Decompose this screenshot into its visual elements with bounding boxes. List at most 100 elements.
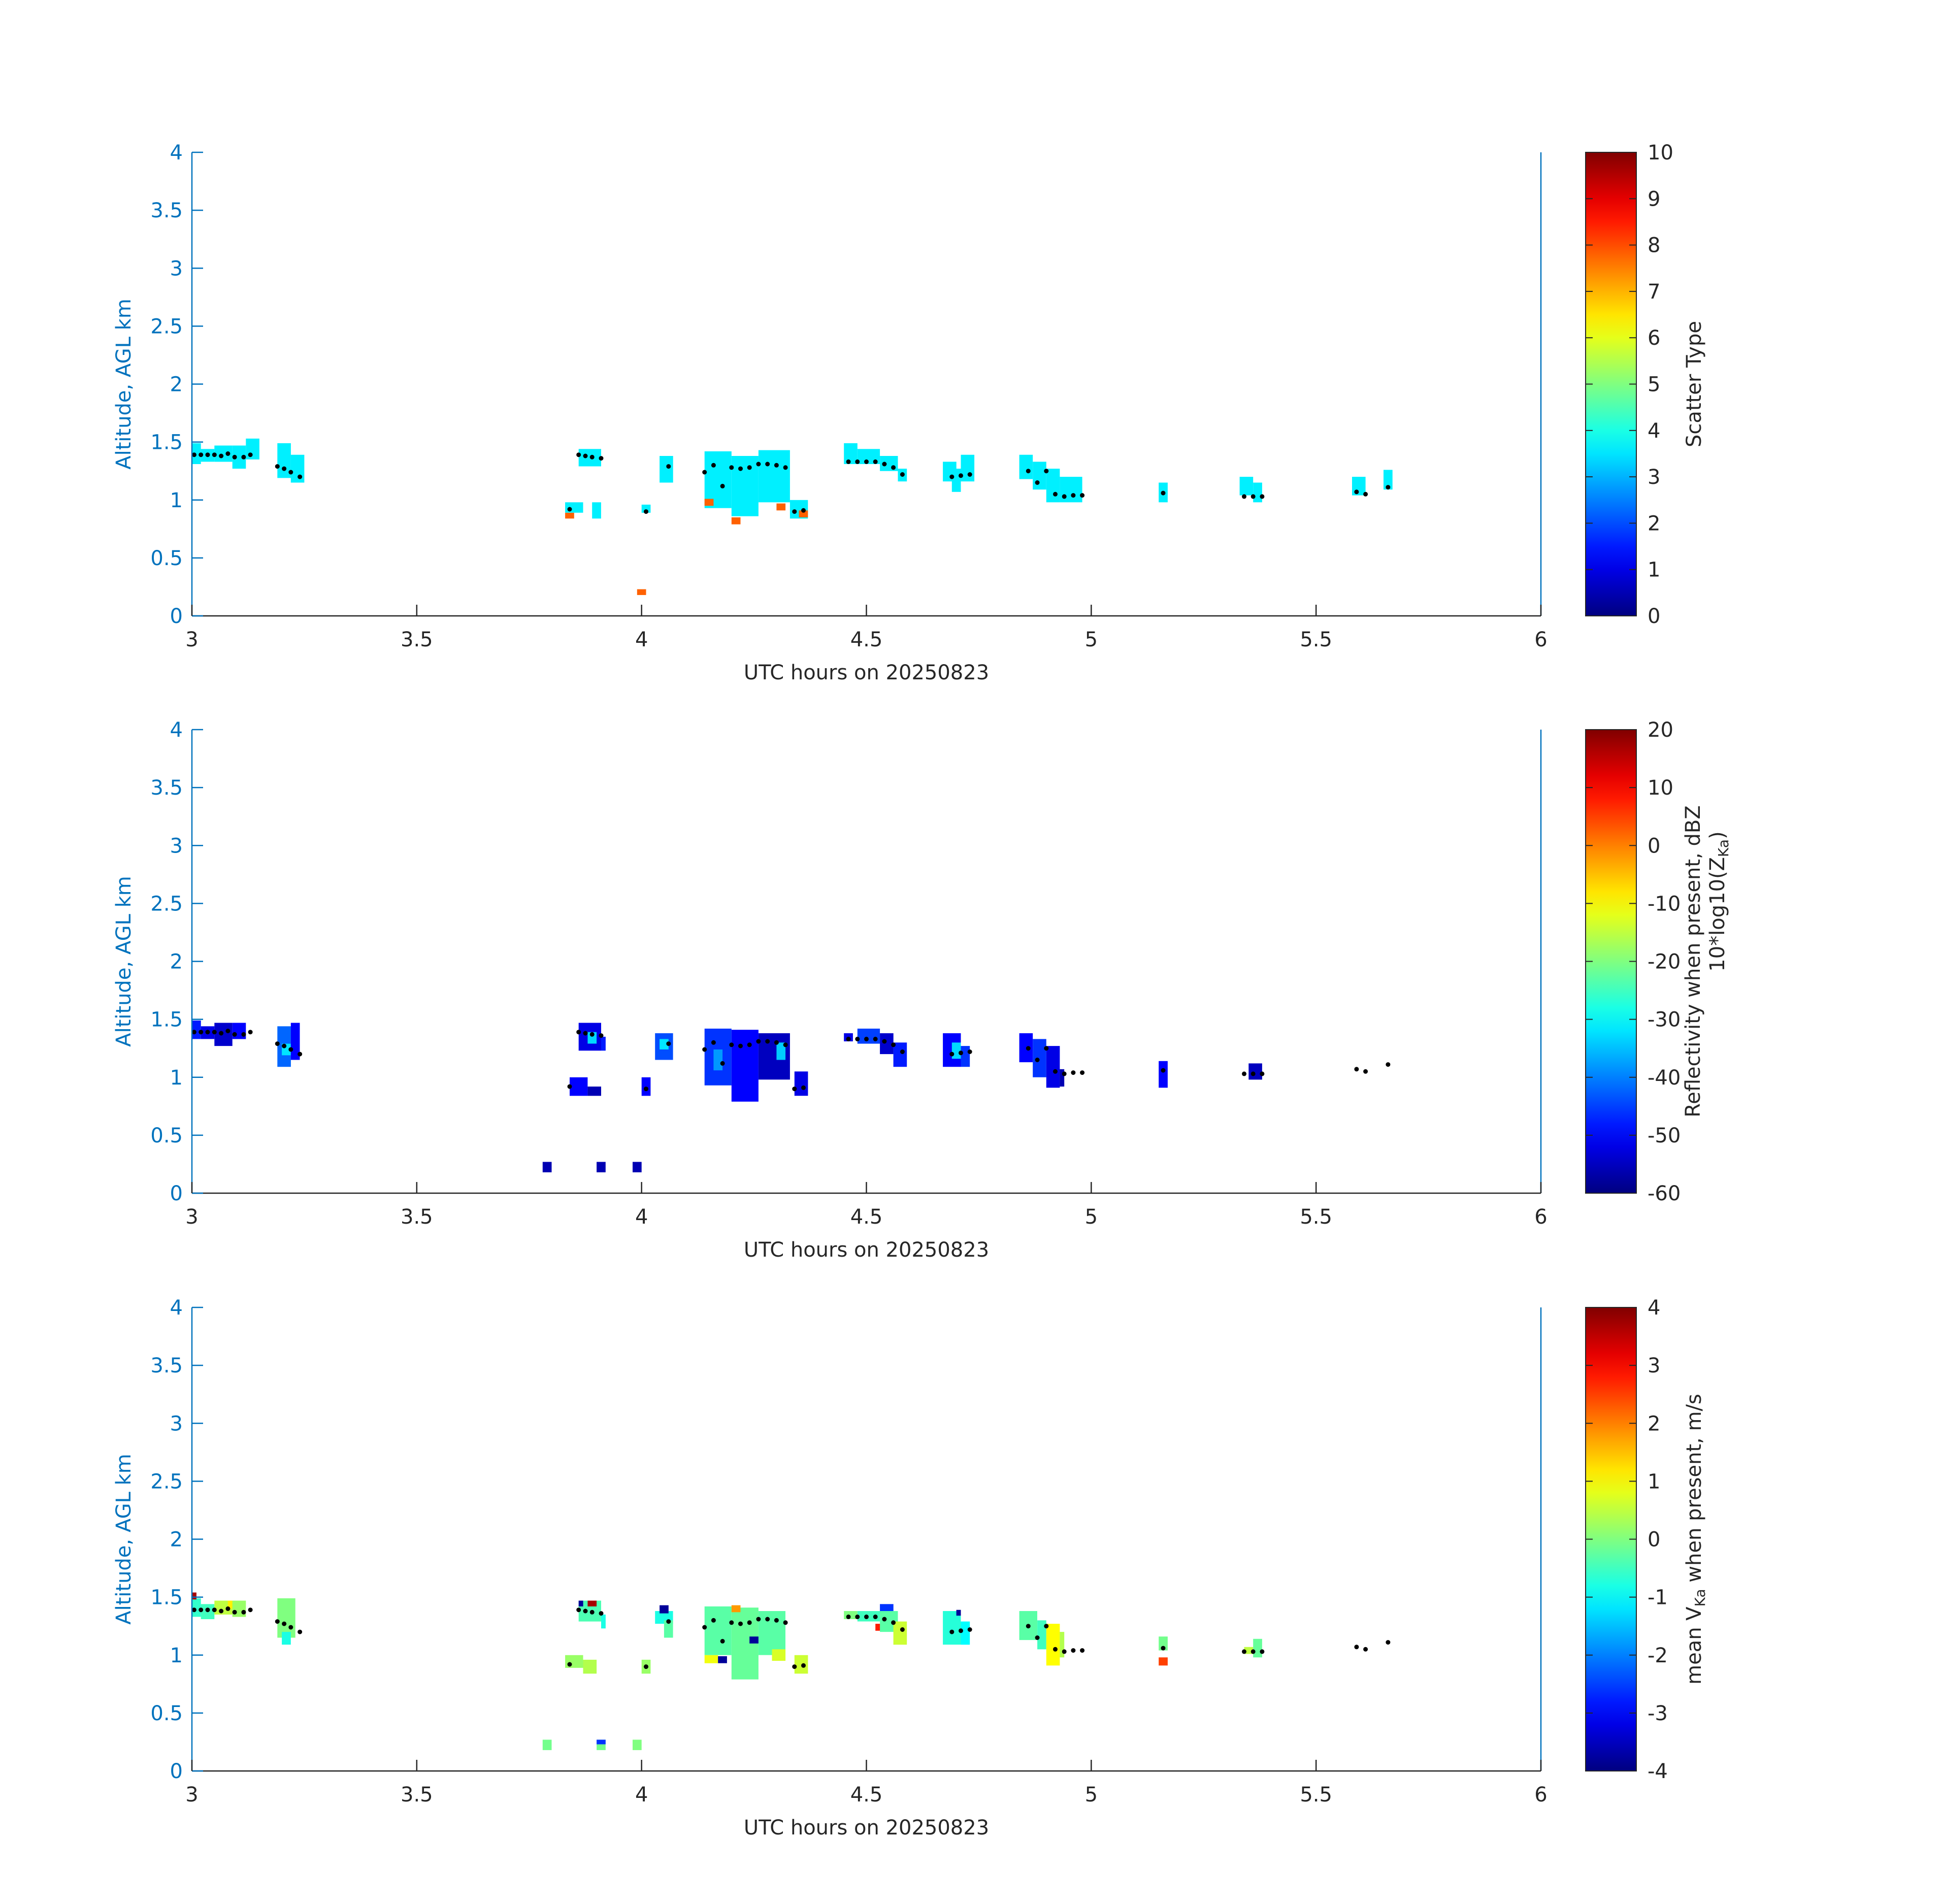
heatmap-cell xyxy=(1159,1657,1168,1666)
colorbar-label-subscript: Ka xyxy=(1692,1589,1708,1606)
heatmap-cell xyxy=(570,1077,588,1096)
cloud-base-marker xyxy=(1354,489,1359,495)
colorbar-label-formula-main: 10*log10(Z xyxy=(1706,857,1729,972)
heatmap-cell xyxy=(633,1739,642,1750)
cloud-base-marker xyxy=(1080,493,1085,498)
heatmap-cell xyxy=(542,1162,552,1172)
cloud-base-marker xyxy=(288,1047,293,1052)
colorbar-label-main: mean V xyxy=(1683,1606,1706,1685)
y-tick-label: 1 xyxy=(170,1066,183,1090)
colorbar-tick-label: 6 xyxy=(1648,326,1660,350)
colorbar-tick-label: -20 xyxy=(1648,950,1681,974)
cloud-base-marker xyxy=(1386,485,1391,490)
heatmap-cell xyxy=(587,1087,601,1096)
cloud-base-marker xyxy=(248,1607,253,1613)
cloud-base-marker xyxy=(967,1627,972,1632)
cloud-base-marker xyxy=(783,1620,788,1625)
cloud-base-marker xyxy=(1250,1649,1256,1654)
cloud-base-marker xyxy=(583,1031,588,1036)
y-tick-label: 1 xyxy=(170,489,183,512)
cloud-base-marker xyxy=(729,465,734,470)
heatmap-cell xyxy=(704,1655,718,1663)
colorbar xyxy=(1585,152,1637,616)
cloud-base-marker xyxy=(1363,1647,1368,1652)
heatmap-cell xyxy=(1060,1069,1065,1087)
heatmap-cell xyxy=(1253,482,1262,503)
y-tick-label: 2.5 xyxy=(150,892,183,915)
colorbar-tick-label: 0 xyxy=(1648,1528,1660,1552)
heatmap-cell xyxy=(565,512,574,519)
heatmap-cell xyxy=(660,1605,669,1614)
x-tick-label: 3.5 xyxy=(401,1783,433,1807)
cloud-base-marker xyxy=(720,1061,725,1066)
cloud-base-marker xyxy=(1354,1067,1359,1072)
cloud-base-marker xyxy=(644,509,648,514)
heatmap-cell xyxy=(597,1162,606,1172)
y-tick-label: 4 xyxy=(170,1296,183,1320)
cloud-base-marker xyxy=(1062,494,1067,499)
cloud-base-marker xyxy=(576,452,581,457)
cloud-base-marker xyxy=(298,1629,303,1634)
y-tick-label: 3.5 xyxy=(150,1354,183,1377)
cloud-base-markers xyxy=(191,1029,1391,1092)
cloud-base-marker xyxy=(882,1617,887,1622)
cloud-base-marker xyxy=(199,1030,204,1035)
heatmap-cell xyxy=(776,503,786,511)
cloud-base-marker xyxy=(205,452,210,457)
cloud-base-marker xyxy=(702,1625,707,1630)
cloud-base-marker xyxy=(589,1610,595,1615)
heatmap-cell xyxy=(794,1071,808,1096)
cloud-base-marker xyxy=(864,1036,869,1041)
colorbar xyxy=(1585,729,1637,1194)
cloud-base-marker xyxy=(855,1036,860,1041)
cloud-base-marker xyxy=(738,466,743,471)
cloud-base-marker xyxy=(801,1663,806,1668)
heatmap-cell xyxy=(943,1611,961,1645)
cloud-base-marker xyxy=(891,1620,896,1625)
colorbar-tick-label: -2 xyxy=(1648,1644,1668,1667)
cloud-base-marker xyxy=(1242,1649,1246,1654)
cloud-base-marker xyxy=(225,1029,231,1033)
cloud-base-marker xyxy=(1062,1071,1067,1076)
cloud-base-marker xyxy=(882,1039,887,1044)
cloud-base-marker xyxy=(567,507,572,512)
cloud-base-marker xyxy=(248,1030,253,1035)
colorbar-tick-label: 8 xyxy=(1648,234,1660,257)
x-tick-label: 3.5 xyxy=(401,628,433,651)
cloud-base-marker xyxy=(1035,480,1040,485)
cloud-base-marker xyxy=(792,1087,797,1092)
cloud-base-marker xyxy=(644,1664,648,1669)
heatmap-cell xyxy=(772,1649,786,1661)
cloud-base-marker xyxy=(1026,1046,1031,1051)
cloud-base-marker xyxy=(864,459,869,464)
cloud-base-marker xyxy=(248,452,253,457)
cloud-base-marker xyxy=(1250,1071,1256,1076)
x-tick-label: 5 xyxy=(1085,1783,1098,1807)
colorbar-tick-label: 0 xyxy=(1648,834,1660,858)
y-tick-label: 3 xyxy=(170,834,183,858)
cloud-base-marker xyxy=(282,1043,287,1048)
cloud-base-marker xyxy=(846,1614,851,1619)
cloud-base-markers xyxy=(191,451,1391,514)
heatmap-cell xyxy=(290,454,305,483)
cloud-base-marker xyxy=(765,462,770,467)
colorbar-label: Reflectivity when present, dBZ xyxy=(1682,805,1705,1118)
cloud-base-marker xyxy=(959,473,963,478)
cloud-base-marker xyxy=(212,1607,217,1613)
cloud-base-marker xyxy=(1026,469,1031,474)
heatmap-cell xyxy=(880,1033,894,1055)
colorbar-tick-label: 1 xyxy=(1648,1470,1660,1493)
y-tick-label: 1 xyxy=(170,1644,183,1667)
colorbar-tick-label: -50 xyxy=(1648,1124,1681,1147)
cloud-base-marker xyxy=(298,474,303,479)
heatmap-cell xyxy=(1019,1033,1033,1063)
cloud-base-marker xyxy=(576,1030,581,1035)
heatmap-cell xyxy=(214,1023,233,1046)
cloud-base-marker xyxy=(275,1619,280,1624)
cloud-base-marker xyxy=(729,1042,734,1047)
cloud-base-marker xyxy=(792,509,797,514)
x-tick-label: 3 xyxy=(185,1783,198,1807)
heatmap-cell xyxy=(565,1655,583,1668)
cloud-base-marker xyxy=(275,1041,280,1046)
cloud-base-marker xyxy=(567,1662,572,1667)
